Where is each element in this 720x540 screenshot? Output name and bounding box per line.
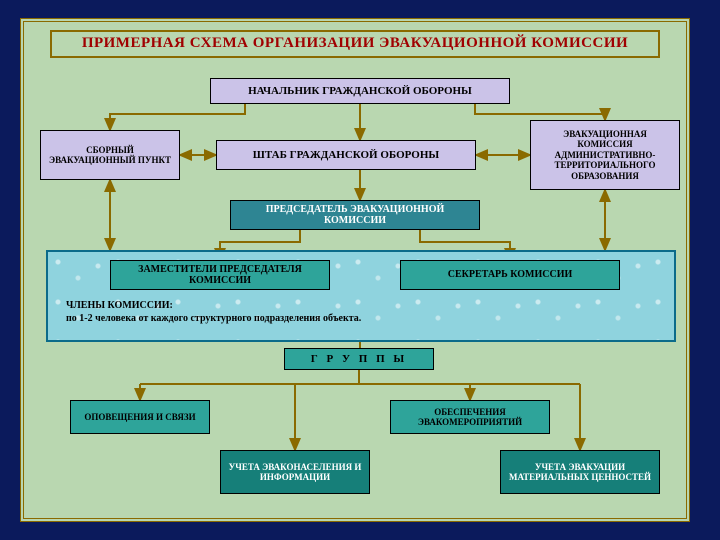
node-groups-header: Г Р У П П Ы [284, 348, 434, 370]
node-sep: СБОРНЫЙ ЭВАКУАЦИОННЫЙ ПУНКТ [40, 130, 180, 180]
members-label: ЧЛЕНЫ КОМИССИИ: [66, 300, 173, 311]
node-secretary: СЕКРЕТАРЬ КОМИССИИ [400, 260, 620, 290]
diagram-title: ПРИМЕРНАЯ СХЕМА ОРГАНИЗАЦИИ ЭВАКУАЦИОННО… [50, 30, 660, 58]
node-group-accounting-population: УЧЕТА ЭВАКОНАСЕЛЕНИЯ И ИНФОРМАЦИИ [220, 450, 370, 494]
node-staff: ШТАБ ГРАЖДАНСКОЙ ОБОРОНЫ [216, 140, 476, 170]
members-desc: по 1-2 человека от каждого структурного … [66, 313, 361, 324]
node-group-accounting-materials: УЧЕТА ЭВАКУАЦИИ МАТЕРИАЛЬНЫХ ЦЕННОСТЕЙ [500, 450, 660, 494]
node-deputies: ЗАМЕСТИТЕЛИ ПРЕДСЕДАТЕЛЯ КОМИССИИ [110, 260, 330, 290]
node-chairman: ПРЕДСЕДАТЕЛЬ ЭВАКУАЦИОННОЙ КОМИССИИ [230, 200, 480, 230]
diagram-stage: ПРИМЕРНАЯ СХЕМА ОРГАНИЗАЦИИ ЭВАКУАЦИОННО… [0, 0, 720, 540]
node-chief: НАЧАЛЬНИК ГРАЖДАНСКОЙ ОБОРОНЫ [210, 78, 510, 104]
node-admin: ЭВАКУАЦИОННАЯ КОМИССИЯ АДМИНИСТРАТИВНО-Т… [530, 120, 680, 190]
node-group-notify: ОПОВЕЩЕНИЯ И СВЯЗИ [70, 400, 210, 434]
node-group-supply: ОБЕСПЕЧЕНИЯ ЭВАКОМЕРОПРИЯТИЙ [390, 400, 550, 434]
members-text: ЧЛЕНЫ КОМИССИИ: по 1-2 человека от каждо… [66, 300, 646, 325]
